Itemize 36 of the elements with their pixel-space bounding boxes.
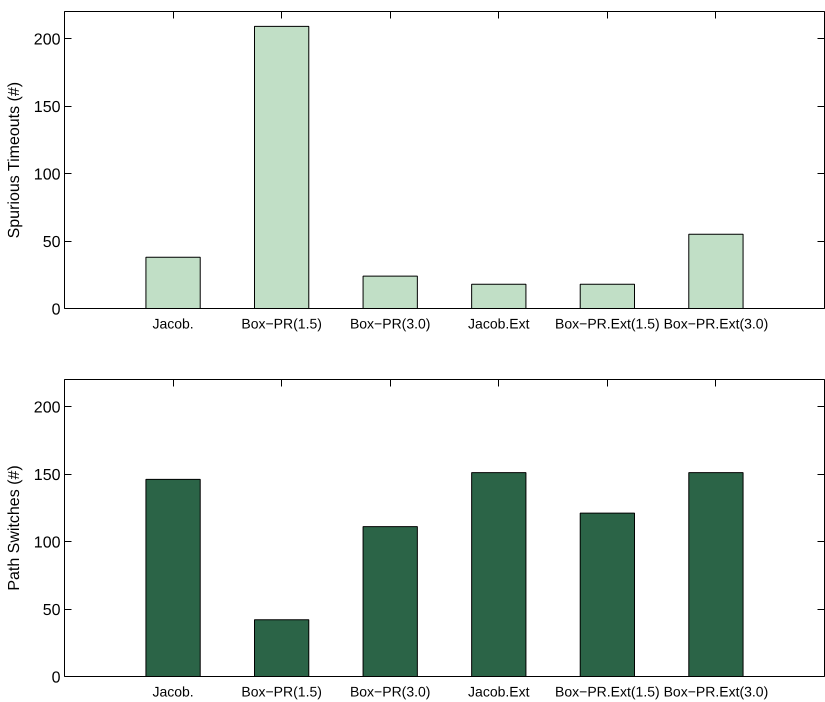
x-tick-label: Box−PR.Ext(1.5) [555,684,660,700]
x-tick-label: Jacob.Ext [468,684,530,700]
x-tick-label: Box−PR.Ext(1.5) [555,316,660,332]
bar [145,256,201,308]
y-axis-title: Spurious Timeouts (#) [6,82,23,238]
x-tick-label: Box−PR.Ext(3.0) [664,316,768,332]
x-tick-label: Box−PR.Ext(3.0) [664,684,768,700]
bar [688,234,744,308]
y-tick-label: 100 [34,534,61,552]
x-tick-label: Jacob. [152,316,194,332]
y-tick-label: 150 [34,467,61,484]
x-tick-label: Box−PR(1.5) [241,684,322,700]
y-tick-label: 0 [52,670,61,686]
y-tick-label: 200 [34,400,61,416]
bar [580,284,635,308]
x-tick-label: Jacob. [152,684,194,700]
bar [471,472,526,676]
bar [362,526,418,676]
bar [362,276,418,308]
y-tick-label: 50 [42,234,61,251]
bar [254,26,310,308]
y-axis-title: Path Switches (#) [6,465,23,591]
y-tick-label: 0 [52,302,61,318]
y-tick-label: 200 [34,32,61,48]
bar [580,512,635,676]
x-tick-label: Box−PR(3.0) [350,316,430,332]
bar [254,619,310,676]
bar [471,284,526,308]
bar [145,478,201,676]
y-tick-label: 50 [42,602,61,619]
y-tick-label: 100 [34,166,61,184]
x-tick-label: Jacob.Ext [468,316,530,332]
x-tick-label: Box−PR(1.5) [241,316,322,332]
y-tick-label: 150 [34,99,61,116]
x-tick-label: Box−PR(3.0) [350,684,430,700]
bar [688,472,744,676]
